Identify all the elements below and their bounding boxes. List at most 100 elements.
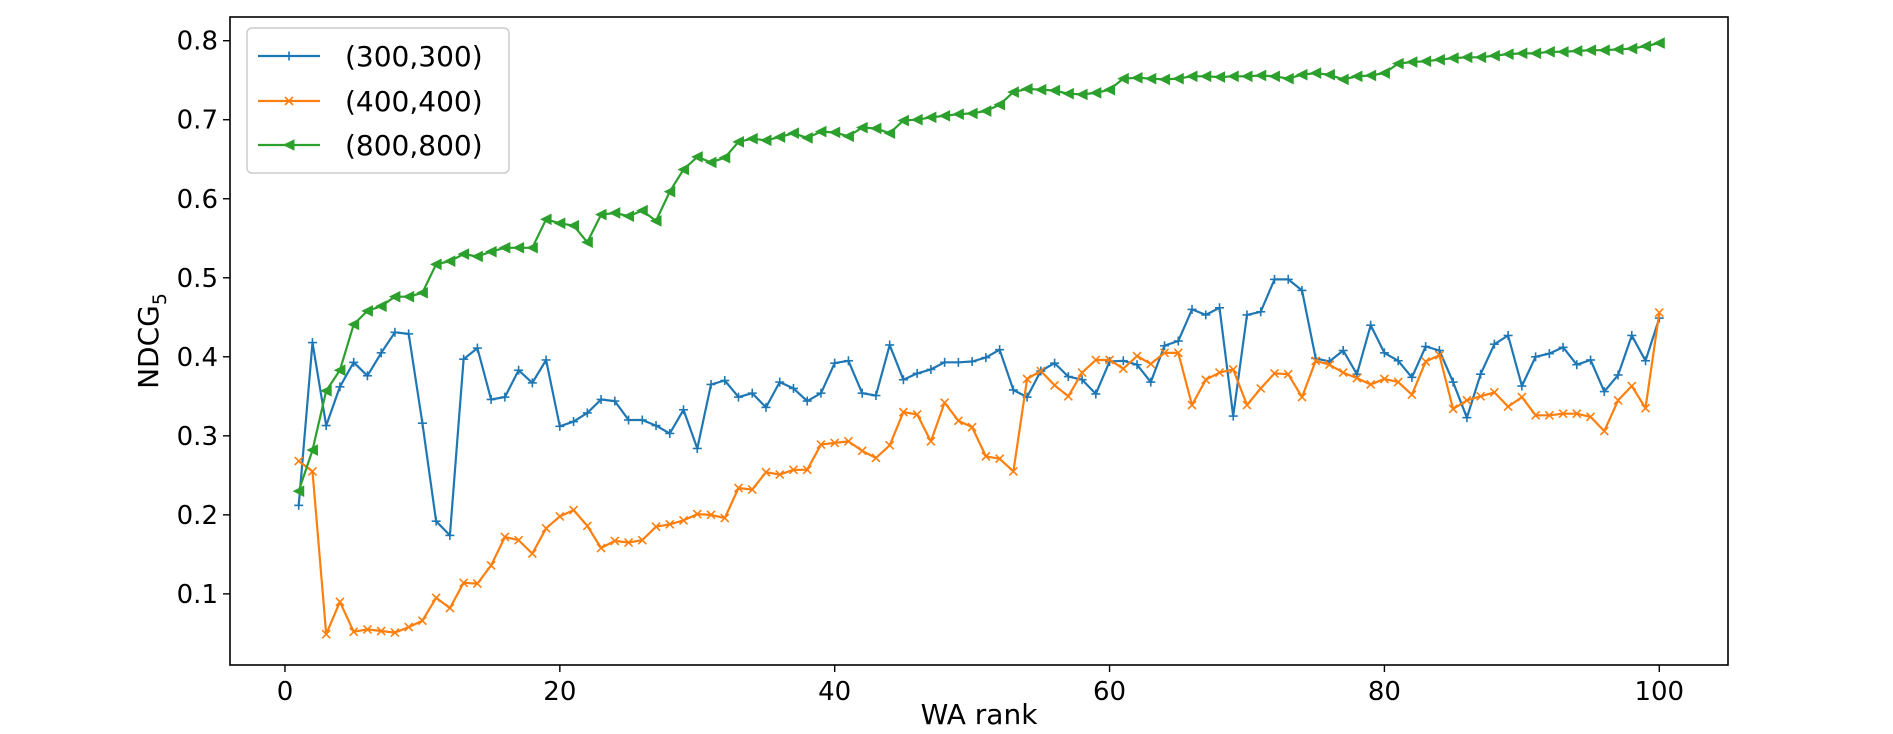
legend-entry-800: (800,800)	[258, 129, 483, 162]
data-point	[940, 398, 950, 408]
data-point	[512, 241, 525, 254]
data-point	[1366, 379, 1376, 390]
data-point	[830, 358, 840, 368]
data-point	[431, 516, 441, 526]
data-point	[1256, 383, 1266, 393]
data-point	[1213, 71, 1226, 83]
data-point	[1063, 372, 1073, 382]
data-point	[952, 108, 964, 121]
data-point	[1324, 360, 1335, 370]
data-point	[1091, 389, 1101, 399]
data-point	[362, 371, 372, 381]
data-point	[967, 357, 977, 367]
data-point	[1282, 72, 1294, 85]
data-point	[857, 446, 867, 456]
data-point	[1034, 83, 1047, 96]
data-point	[485, 245, 497, 258]
data-point	[375, 300, 387, 313]
data-point	[1254, 69, 1267, 82]
data-point	[1379, 348, 1389, 358]
data-point	[1640, 403, 1651, 413]
data-point	[637, 535, 647, 545]
data-point	[1517, 381, 1527, 391]
data-point	[1020, 83, 1033, 95]
data-point	[1256, 307, 1266, 317]
data-point	[320, 384, 332, 397]
data-point	[1091, 355, 1101, 365]
data-point	[514, 535, 524, 545]
data-point	[1297, 392, 1307, 402]
data-point	[814, 125, 827, 138]
data-point	[692, 443, 702, 453]
data-point	[596, 543, 606, 553]
data-point	[1337, 73, 1349, 86]
data-point	[1338, 368, 1348, 378]
y-tick-label: 0.5	[177, 264, 218, 294]
data-point	[1503, 402, 1513, 412]
data-point	[486, 560, 496, 570]
data-point	[608, 207, 621, 219]
data-point	[624, 415, 634, 425]
data-point	[1364, 69, 1377, 82]
data-point	[1489, 387, 1499, 397]
data-point	[692, 509, 702, 519]
data-point	[761, 402, 771, 412]
data-point	[582, 521, 592, 531]
data-point	[981, 451, 991, 461]
data-point	[541, 523, 551, 533]
data-point	[761, 467, 771, 477]
data-point	[443, 255, 456, 267]
data-point	[294, 500, 304, 510]
data-point	[1653, 37, 1665, 49]
data-point	[1036, 366, 1046, 376]
legend-swatch-400	[258, 96, 320, 106]
data-point	[1639, 40, 1652, 53]
data-point	[335, 597, 345, 607]
data-point	[500, 532, 510, 542]
data-point	[733, 483, 744, 493]
data-point	[802, 465, 812, 475]
data-point	[953, 416, 963, 426]
data-point	[637, 415, 647, 425]
legend-swatch-800	[258, 139, 320, 151]
data-point	[471, 250, 483, 263]
data-point	[1008, 385, 1018, 395]
data-point	[869, 122, 882, 135]
x-tick-label: 80	[1368, 677, 1401, 707]
data-point	[321, 421, 331, 431]
data-point	[1007, 86, 1019, 98]
y-tick-label: 0.1	[177, 580, 218, 610]
legend-swatch-marker	[284, 96, 294, 106]
data-point	[1501, 48, 1514, 60]
data-point	[1187, 400, 1197, 410]
legend-swatch-300	[258, 51, 320, 61]
data-point	[1611, 43, 1624, 56]
data-point	[747, 485, 757, 495]
data-point	[843, 356, 853, 366]
data-point	[1214, 368, 1225, 378]
data-point	[390, 327, 400, 337]
x-tick-label: 100	[1634, 677, 1684, 707]
data-point	[1338, 345, 1348, 355]
data-point	[347, 318, 360, 331]
data-point	[883, 127, 896, 139]
data-point	[746, 132, 758, 145]
data-point	[292, 485, 305, 497]
data-point	[938, 109, 951, 122]
data-point	[953, 357, 963, 367]
data-point	[665, 519, 675, 529]
data-point	[857, 388, 867, 398]
data-point	[1572, 409, 1582, 419]
data-point	[788, 383, 798, 393]
data-point	[1075, 88, 1088, 101]
data-point	[1201, 375, 1211, 385]
data-point	[747, 388, 757, 398]
data-point	[801, 132, 813, 144]
data-point	[1215, 303, 1225, 313]
data-point	[897, 114, 909, 127]
y-tick-label: 0.3	[177, 422, 218, 452]
data-point	[335, 382, 345, 392]
data-point	[623, 537, 634, 548]
data-point	[912, 409, 922, 420]
